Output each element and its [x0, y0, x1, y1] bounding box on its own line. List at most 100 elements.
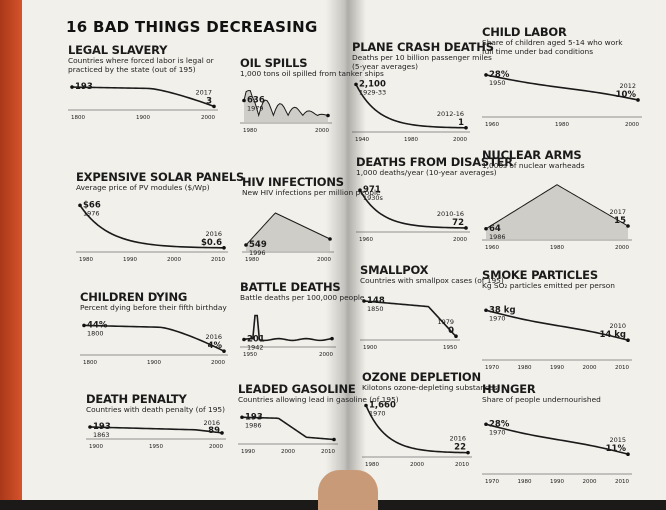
panel-hunger: HUNGER Share of people undernourished 28% 1…	[482, 382, 632, 487]
x-tick-label: 2000	[317, 257, 331, 263]
end-value: 10%	[616, 90, 637, 100]
chart-line	[83, 324, 225, 352]
x-tick-label: 2000	[453, 237, 467, 243]
book-gutter-shadow	[326, 0, 366, 500]
panel-oil-spills: OIL SPILLS 1,000 tons oil spilled from ta…	[240, 56, 384, 136]
panel-subtitle-2: (5-year averages)	[352, 62, 418, 71]
end-point	[328, 237, 332, 241]
x-tick-label: 1990	[550, 479, 564, 485]
x-tick-label: 2000	[209, 444, 223, 450]
start-value: 148	[367, 296, 385, 306]
start-point	[484, 422, 488, 427]
panel-plane-crash-deaths: PLANE CRASH DEATHS Deaths per 10 billion …	[352, 40, 494, 145]
start-year: 1850	[367, 305, 384, 313]
panel-title: EXPENSIVE SOLAR PANELS	[76, 170, 245, 184]
panel-expensive-solar-panels: EXPENSIVE SOLAR PANELS Average price of P…	[76, 170, 244, 265]
start-point	[70, 85, 74, 89]
start-year: 1979	[247, 105, 264, 113]
start-year: 1976	[83, 209, 100, 217]
end-value: 3	[206, 96, 212, 106]
end-year: 2016	[205, 230, 222, 238]
start-point	[78, 203, 82, 208]
x-tick-label: 2000	[211, 360, 225, 366]
start-point	[242, 98, 246, 103]
end-value: 22	[454, 443, 466, 453]
panel-ozone-depletion: OZONE DEPLETION Kilotons ozone-depleting …	[362, 370, 497, 470]
panel-subtitle: Percent dying before their fifth birthda…	[80, 303, 227, 312]
end-point	[626, 452, 630, 456]
x-tick-label: 2000	[319, 352, 333, 358]
panel-subtitle: Deaths per 10 billion passenger miles	[352, 53, 492, 62]
panel-hiv-infections: HIV INFECTIONS New HIV infections per mil…	[242, 175, 381, 265]
start-value: 193	[93, 422, 111, 432]
x-tick-label: 1990	[550, 365, 564, 371]
start-point	[484, 308, 488, 313]
start-point	[364, 403, 368, 408]
x-tick-label: 1950	[443, 345, 457, 351]
start-year: 1970	[489, 314, 506, 322]
start-value: 636	[247, 96, 265, 106]
x-tick-label: 1980	[550, 245, 564, 251]
panel-subtitle: Countries allowing lead in gasoline (of …	[238, 395, 399, 404]
end-year: 2016	[449, 435, 466, 443]
end-point	[626, 224, 630, 228]
panel-subtitle: New HIV infections per million people	[242, 188, 381, 197]
chart-line	[359, 189, 467, 229]
start-point	[484, 73, 488, 77]
end-point	[636, 98, 640, 102]
start-value: 193	[75, 82, 93, 92]
start-year: 1929-33	[359, 88, 386, 96]
reader-thumb	[318, 470, 378, 510]
x-tick-label: 1980	[555, 122, 569, 128]
x-tick-label: 2010	[211, 257, 225, 263]
x-tick-label: 1990	[241, 449, 255, 455]
x-tick-label: 1980	[79, 257, 93, 263]
end-year: 2012-16	[437, 110, 464, 118]
panel-title: HIV INFECTIONS	[242, 175, 344, 189]
x-tick-label: 2010	[455, 462, 469, 468]
start-year: 1863	[93, 431, 110, 439]
chart-line	[241, 416, 335, 441]
panel-deaths-from-disaster: DEATHS FROM DISASTER 1,000 deaths/year (1…	[356, 155, 513, 245]
x-tick-label: 2000	[201, 115, 215, 121]
start-year: 1986	[489, 233, 506, 241]
start-year: 1800	[87, 329, 104, 337]
start-year: 1930s	[363, 194, 384, 202]
panel-smallpox: SMALLPOX Countries with smallpox cases (o…	[360, 263, 504, 353]
x-tick-label: 1900	[89, 444, 103, 450]
x-tick-label: 2000	[625, 122, 639, 128]
panel-title: DEATHS FROM DISASTER	[356, 155, 513, 169]
x-tick-label: 2000	[315, 128, 329, 134]
x-tick-label: 2000	[583, 365, 597, 371]
end-value: 1	[458, 118, 464, 128]
panel-subtitle: Share of children aged 5-14 who work	[482, 38, 623, 47]
end-year: 2016	[203, 419, 220, 427]
x-tick-label: 2010	[615, 479, 629, 485]
panel-subtitle: 1,000 tons oil spilled from tanker ships	[240, 69, 384, 78]
end-year: 2017	[195, 88, 212, 96]
panel-child-labor: CHILD LABOR Share of children aged 5-14 w…	[482, 25, 642, 130]
panel-title: SMALLPOX	[360, 263, 429, 277]
panel-subtitle: Battle deaths per 100,000 people	[240, 293, 365, 302]
x-tick-label: 1960	[485, 122, 499, 128]
start-value: 38 kg	[489, 305, 516, 315]
start-value: 1,660	[369, 401, 396, 411]
panel-death-penalty: DEATH PENALTY Countries with death penalt…	[86, 392, 226, 452]
panel-title: LEGAL SLAVERY	[68, 43, 168, 57]
x-tick-label: 1960	[485, 245, 499, 251]
end-point	[330, 336, 334, 341]
start-value: 193	[245, 412, 263, 422]
x-tick-label: 1980	[245, 257, 259, 263]
end-point	[466, 450, 470, 455]
chart-area	[486, 184, 628, 239]
